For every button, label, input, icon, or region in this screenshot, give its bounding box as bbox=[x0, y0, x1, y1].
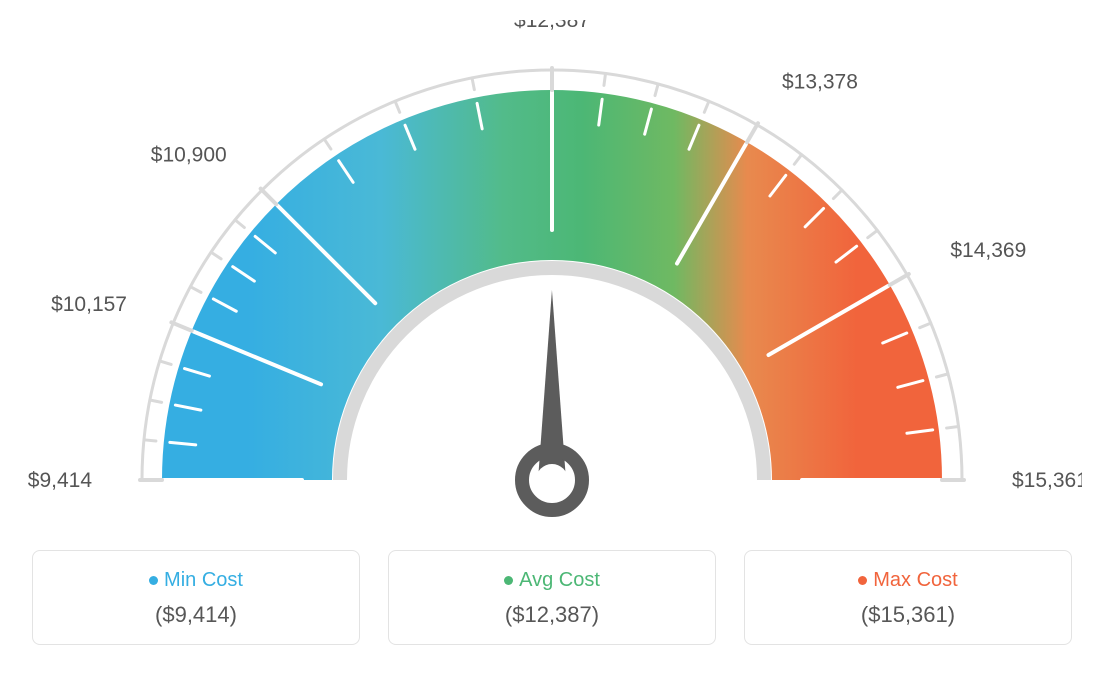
legend-title-avg: Avg Cost bbox=[399, 569, 705, 592]
gauge-tick-label: $10,157 bbox=[51, 293, 127, 316]
dot-icon bbox=[858, 576, 867, 585]
gauge-tick-label: $13,378 bbox=[782, 71, 858, 94]
legend-title-max: Max Cost bbox=[755, 569, 1061, 592]
dot-icon bbox=[504, 576, 513, 585]
legend-card-min: Min Cost ($9,414) bbox=[32, 550, 360, 645]
legend-title-max-text: Max Cost bbox=[873, 569, 957, 591]
gauge-tick-label: $15,361 bbox=[1012, 469, 1082, 492]
dot-icon bbox=[149, 576, 158, 585]
legend-title-min-text: Min Cost bbox=[164, 569, 243, 591]
legend-title-min: Min Cost bbox=[43, 569, 349, 592]
legend-value-min: ($9,414) bbox=[43, 602, 349, 628]
legend-card-avg: Avg Cost ($12,387) bbox=[388, 550, 716, 645]
legend-card-max: Max Cost ($15,361) bbox=[744, 550, 1072, 645]
gauge-tick-label: $12,387 bbox=[514, 20, 590, 32]
legend-title-avg-text: Avg Cost bbox=[519, 569, 600, 591]
gauge-tick-label: $14,369 bbox=[950, 239, 1026, 262]
gauge-tick-label: $10,900 bbox=[151, 144, 227, 167]
gauge-tick-label: $9,414 bbox=[28, 469, 93, 492]
legend-value-max: ($15,361) bbox=[755, 602, 1061, 628]
gauge-svg: $9,414 $10,157 $10,900 $12,387 $13,378 $14,36… bbox=[22, 20, 1082, 540]
legend-row: Min Cost ($9,414) Avg Cost ($12,387) Max… bbox=[32, 550, 1072, 645]
legend-value-avg: ($12,387) bbox=[399, 602, 705, 628]
gauge-chart: $9,414 $10,157 $10,900 $12,387 $13,378 $14,36… bbox=[22, 20, 1082, 540]
